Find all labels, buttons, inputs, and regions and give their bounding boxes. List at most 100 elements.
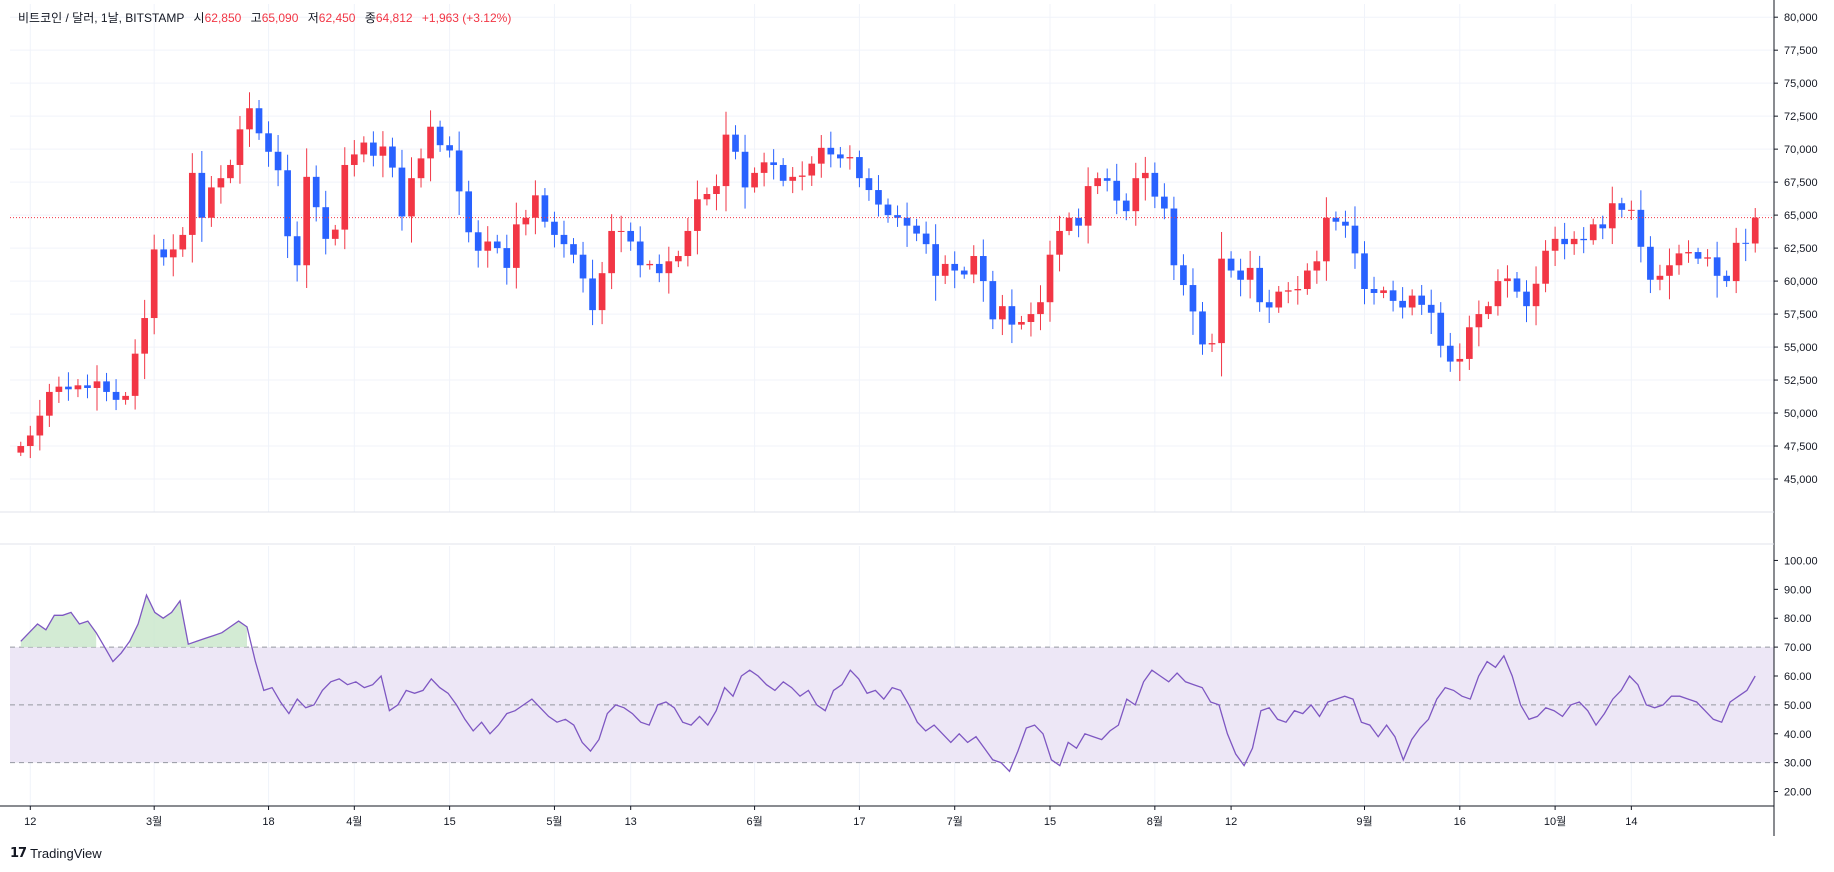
candle-body — [1218, 258, 1225, 344]
candle-body — [1103, 178, 1111, 181]
candle-body — [865, 178, 873, 191]
candle-body — [46, 391, 53, 416]
candle-body — [589, 278, 596, 311]
candle-body — [760, 162, 768, 173]
price-tick-label: 60,000 — [1784, 276, 1818, 288]
candle-body — [1580, 238, 1588, 241]
candle-body — [1208, 343, 1216, 345]
change-value: +1,963 (+3.12%) — [421, 11, 512, 25]
candle-body — [1647, 246, 1654, 280]
candle-body — [1628, 209, 1635, 211]
tradingview-brand[interactable]: 17 TradingView — [10, 846, 102, 861]
candle-body — [1237, 270, 1244, 280]
candle-body — [1399, 300, 1406, 308]
candle-body — [331, 229, 339, 239]
candle-body — [1523, 291, 1530, 307]
x-tick-label: 12 — [1225, 816, 1237, 828]
candle-body — [1485, 306, 1492, 315]
candle-body — [1275, 291, 1283, 308]
candle-body — [722, 134, 730, 187]
candle-body — [1380, 290, 1387, 293]
symbol-title: 비트코인 / 달러, 1날, BITSTAMP — [18, 11, 185, 25]
candle-body — [465, 191, 473, 233]
x-tick-label: 17 — [853, 816, 865, 828]
candle-body — [1456, 358, 1464, 362]
x-tick-label: 15 — [1044, 816, 1056, 828]
candle-body — [1694, 252, 1702, 259]
rsi-overbought-fill — [129, 595, 247, 648]
x-tick-label: 12 — [24, 816, 36, 828]
price-tick-label: 72,500 — [1784, 111, 1818, 123]
candle-body — [684, 230, 692, 257]
candle-body — [951, 263, 959, 271]
candle-body — [1256, 267, 1264, 303]
open-value: 62,850 — [204, 11, 242, 25]
rsi-tick-label: 100.00 — [1784, 555, 1818, 567]
candle-body — [1246, 267, 1254, 280]
candle-body — [1361, 253, 1368, 290]
candle-body — [55, 386, 63, 392]
rsi-tick-label: 70.00 — [1784, 642, 1812, 654]
rsi-tick-label: 20.00 — [1784, 787, 1812, 799]
candle-body — [846, 157, 854, 159]
candle-body — [169, 249, 177, 258]
candle-body — [131, 353, 139, 396]
candle-body — [26, 435, 34, 447]
candle-body — [617, 230, 625, 232]
rsi-tick-label: 60.00 — [1784, 671, 1812, 683]
x-tick-label: 16 — [1454, 816, 1466, 828]
candle-body — [703, 194, 711, 200]
symbol-legend: 비트코인 / 달러, 1날, BITSTAMP 시62,850 고65,090 … — [18, 9, 511, 26]
candle-body — [1313, 261, 1321, 271]
candle-body — [1389, 290, 1397, 301]
rsi-tick-label: 30.00 — [1784, 758, 1812, 770]
high-value: 65,090 — [261, 11, 299, 25]
candle-body — [1465, 327, 1473, 359]
candle-body — [160, 249, 168, 258]
candle-body — [474, 232, 482, 251]
candle-body — [1141, 172, 1149, 179]
candle-body — [1151, 172, 1159, 197]
candle-body — [1446, 345, 1454, 362]
candle-body — [1732, 242, 1740, 282]
candle-body — [598, 273, 606, 311]
x-tick-label: 7월 — [947, 815, 963, 828]
candle-body — [1513, 278, 1521, 292]
candle-body — [1342, 221, 1349, 226]
x-tick-label: 3월 — [146, 815, 162, 828]
tradingview-logo-icon: 17 — [10, 846, 27, 861]
candle-body — [512, 224, 520, 268]
candle-body — [751, 172, 758, 188]
candle-body — [922, 233, 930, 245]
candle-body — [1294, 289, 1302, 291]
candle-body — [1599, 224, 1607, 229]
candle-body — [665, 261, 673, 274]
candle-body — [312, 176, 320, 208]
candle-body — [970, 256, 978, 275]
candle-body — [1418, 295, 1426, 305]
x-tick-label: 13 — [625, 816, 637, 828]
candle-body — [141, 318, 148, 354]
candle-body — [1046, 254, 1054, 303]
candle-body — [493, 241, 501, 249]
rsi-tick-label: 50.00 — [1784, 700, 1812, 712]
candle-body — [36, 415, 44, 436]
candle-body — [989, 281, 997, 320]
candle-body — [675, 256, 682, 262]
candle-body — [1284, 290, 1292, 292]
price-tick-label: 80,000 — [1784, 12, 1818, 24]
candle-body — [1056, 230, 1063, 255]
candle-body — [1561, 238, 1568, 245]
candle-body — [541, 195, 549, 222]
candle-body — [227, 164, 234, 179]
candle-body — [1075, 217, 1082, 226]
x-tick-label: 5월 — [546, 815, 562, 828]
candle-body — [1084, 186, 1092, 226]
candle-body — [322, 207, 330, 239]
x-tick-label: 18 — [262, 816, 274, 828]
price-tick-label: 47,500 — [1784, 441, 1818, 453]
x-tick-label: 6월 — [746, 815, 762, 828]
price-tick-label: 62,500 — [1784, 243, 1818, 255]
